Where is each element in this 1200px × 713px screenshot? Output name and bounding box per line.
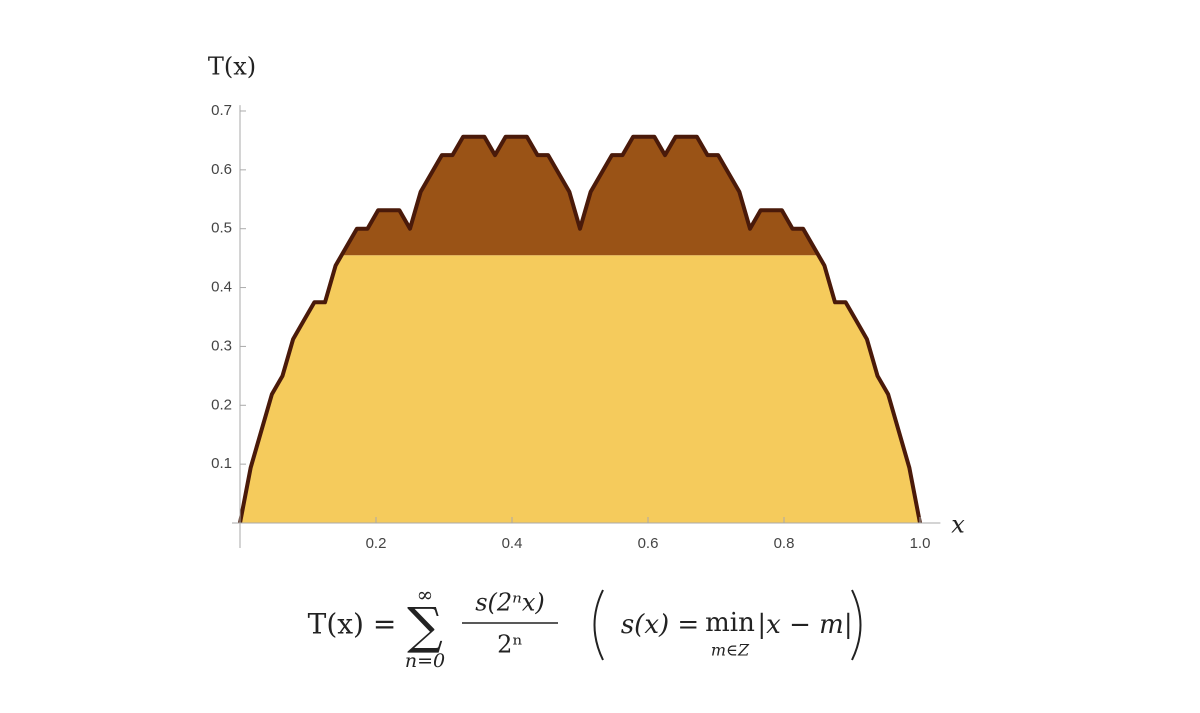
formula-numerator: s(2ⁿx) — [475, 589, 545, 617]
x-tick-label: 0.2 — [366, 535, 387, 552]
note-min: min — [705, 608, 755, 638]
formula-upper: ∞ — [417, 583, 434, 607]
y-tick-label: 0.5 — [211, 220, 232, 237]
left-paren — [593, 589, 604, 661]
area-below — [240, 255, 920, 523]
curve — [238, 134, 922, 524]
y-tick-label: 0.2 — [211, 396, 232, 413]
x-axis-label: x — [951, 511, 965, 539]
y-tick-label: 0.6 — [211, 161, 232, 178]
y-tick-label: 0.7 — [211, 102, 232, 119]
y-tick-label: 0.3 — [211, 337, 232, 354]
x-tick-label: 0.8 — [774, 535, 795, 552]
formula-denominator: 2ⁿ — [497, 631, 523, 659]
y-tick-label: 0.4 — [211, 279, 232, 296]
y-tick-label: 0.1 — [211, 455, 232, 472]
note-lhs: s(x) = — [621, 610, 699, 640]
note-rhs: |x − m| — [757, 610, 852, 640]
right-paren — [851, 589, 862, 661]
y-axis-label: T(x) — [208, 53, 256, 81]
x-tick-label: 0.6 — [638, 535, 659, 552]
formula-sum: ∑ — [407, 597, 443, 655]
formula-lhs: T(x) = — [308, 608, 397, 641]
formula-lower: n=0 — [405, 650, 445, 672]
x-tick-label: 0.4 — [502, 535, 523, 552]
x-tick-label: 1.0 — [910, 535, 931, 552]
formula: T(x) = ∑ ∞ n=0 s(2ⁿx) 2ⁿ s(x) = min m∈Z … — [308, 583, 862, 672]
note-sub: m∈Z — [711, 641, 750, 660]
area-above — [341, 136, 819, 256]
